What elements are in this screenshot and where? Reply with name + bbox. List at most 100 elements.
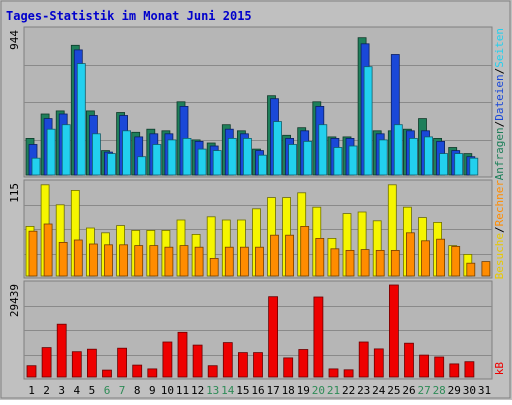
bar-kb-day-23 <box>358 341 369 378</box>
bar-kb-day-18 <box>283 357 294 378</box>
bar-kb-day-1 <box>26 365 37 378</box>
x-tick-label-day-23: 23 <box>357 384 370 397</box>
x-tick-label-day-10: 10 <box>161 384 174 397</box>
bar-kb-day-4 <box>71 351 82 378</box>
bar-seiten-day-8 <box>137 156 147 176</box>
panels-layer: 944 115 29439 <box>8 26 493 380</box>
bar-rechner-day-21 <box>330 248 340 277</box>
bar-kb-day-26 <box>404 342 414 378</box>
bar-rechner-day-31 <box>481 261 491 277</box>
bar-kb-day-7 <box>117 347 127 378</box>
bar-rechner-day-24 <box>375 249 385 277</box>
bar-seiten-day-28 <box>439 153 449 176</box>
x-tick-label-day-12: 12 <box>191 384 204 397</box>
chart-title: Tages-Statistik im Monat Juni 2015 <box>6 9 252 23</box>
bar-seiten-day-7 <box>122 130 131 176</box>
bar-rechner-day-8 <box>134 245 144 277</box>
y-tick-label-bottom: 29439 <box>8 284 21 317</box>
bar-kb-day-24 <box>373 348 384 378</box>
bar-rechner-day-12 <box>194 246 204 277</box>
bar-rechner-day-27 <box>421 240 430 277</box>
x-tick-label-day-20: 20 <box>312 384 325 397</box>
bar-kb-day-20 <box>313 296 324 378</box>
bar-rechner-day-14 <box>224 246 234 277</box>
bar-rechner-day-20 <box>315 237 325 277</box>
bar-seiten-day-9 <box>152 144 162 176</box>
x-tick-label-day-8: 8 <box>134 384 141 397</box>
bar-kb-day-5 <box>87 348 97 378</box>
series-rechner <box>28 223 491 277</box>
x-tick-label-day-14: 14 <box>221 384 235 397</box>
panel-bottom: 29439 <box>8 280 493 380</box>
x-tick-label-day-25: 25 <box>387 384 400 397</box>
x-tick-label-day-4: 4 <box>73 384 80 397</box>
bar-rechner-day-11 <box>179 245 189 277</box>
legend-top: Anfragen/Dateien/Seiten <box>493 28 506 180</box>
x-tick-label-day-9: 9 <box>149 384 156 397</box>
bar-seiten-day-4 <box>76 63 86 176</box>
legend-entry: Anfragen <box>493 127 506 180</box>
bar-seiten-day-23 <box>363 66 373 176</box>
x-tick-label-day-6: 6 <box>104 384 111 397</box>
bar-seiten-day-30 <box>469 157 479 176</box>
bar-rechner-day-1 <box>28 230 38 277</box>
bar-rechner-day-28 <box>436 238 446 277</box>
legend-entry: Seiten <box>493 28 506 68</box>
bar-rechner-day-26 <box>405 232 415 277</box>
x-tick-label-day-5: 5 <box>89 384 96 397</box>
bar-seiten-day-21 <box>333 147 343 176</box>
bar-kb-day-9 <box>147 368 158 378</box>
bar-kb-day-19 <box>298 349 309 378</box>
x-tick-label-day-27: 27 <box>417 384 430 397</box>
bar-seiten-day-18 <box>288 144 298 176</box>
bar-kb-day-8 <box>132 364 143 378</box>
x-tick-label-day-19: 19 <box>297 384 310 397</box>
bar-seiten-day-6 <box>107 153 116 176</box>
x-tick-label-day-17: 17 <box>266 384 279 397</box>
x-tick-label-day-2: 2 <box>43 384 50 397</box>
bar-rechner-day-29 <box>451 245 461 277</box>
bar-seiten-day-19 <box>303 140 313 176</box>
bar-seiten-day-20 <box>318 124 328 176</box>
legend-entry: / <box>493 68 506 75</box>
bar-rechner-day-9 <box>149 245 159 277</box>
x-tick-label-day-11: 11 <box>176 384 189 397</box>
x-tick-label-day-3: 3 <box>58 384 65 397</box>
bar-rechner-day-30 <box>466 262 476 277</box>
x-tick-label-day-1: 1 <box>28 384 35 397</box>
series-kb <box>26 284 475 378</box>
bar-kb-day-22 <box>343 369 354 378</box>
x-tick-label-day-18: 18 <box>282 384 295 397</box>
x-tick-label-day-15: 15 <box>236 384 249 397</box>
x-tick-label-day-16: 16 <box>251 384 264 397</box>
x-tick-label-day-13: 13 <box>206 384 219 397</box>
x-tick-label-day-30: 30 <box>463 384 476 397</box>
bar-rechner-day-4 <box>73 239 83 277</box>
legend-entry: Besuche <box>493 233 506 279</box>
x-tick-label-day-26: 26 <box>402 384 415 397</box>
bar-kb-day-27 <box>419 354 430 378</box>
bar-seiten-day-14 <box>227 137 237 176</box>
bar-seiten-day-17 <box>273 121 282 176</box>
bar-seiten-day-24 <box>378 139 388 176</box>
bar-rechner-day-15 <box>239 246 249 277</box>
bar-kb-day-11 <box>177 331 188 378</box>
bar-rechner-day-2 <box>43 223 53 277</box>
bar-seiten-day-5 <box>92 133 101 176</box>
bar-seiten-day-25 <box>393 124 403 176</box>
x-tick-label-day-22: 22 <box>342 384 355 397</box>
bar-kb-day-16 <box>253 352 263 378</box>
bar-seiten-day-22 <box>348 145 358 176</box>
bar-kb-day-15 <box>237 352 248 378</box>
legend-entry: / <box>493 226 506 233</box>
x-tick-label-day-21: 21 <box>327 384 340 397</box>
bar-rechner-day-3 <box>58 241 68 277</box>
x-tick-label-day-28: 28 <box>433 384 446 397</box>
x-tick-label-day-29: 29 <box>448 384 461 397</box>
bar-rechner-day-16 <box>255 246 264 277</box>
bar-seiten-day-12 <box>197 148 207 176</box>
panel-top: 944 <box>8 26 493 178</box>
bar-seiten-day-10 <box>167 139 177 176</box>
